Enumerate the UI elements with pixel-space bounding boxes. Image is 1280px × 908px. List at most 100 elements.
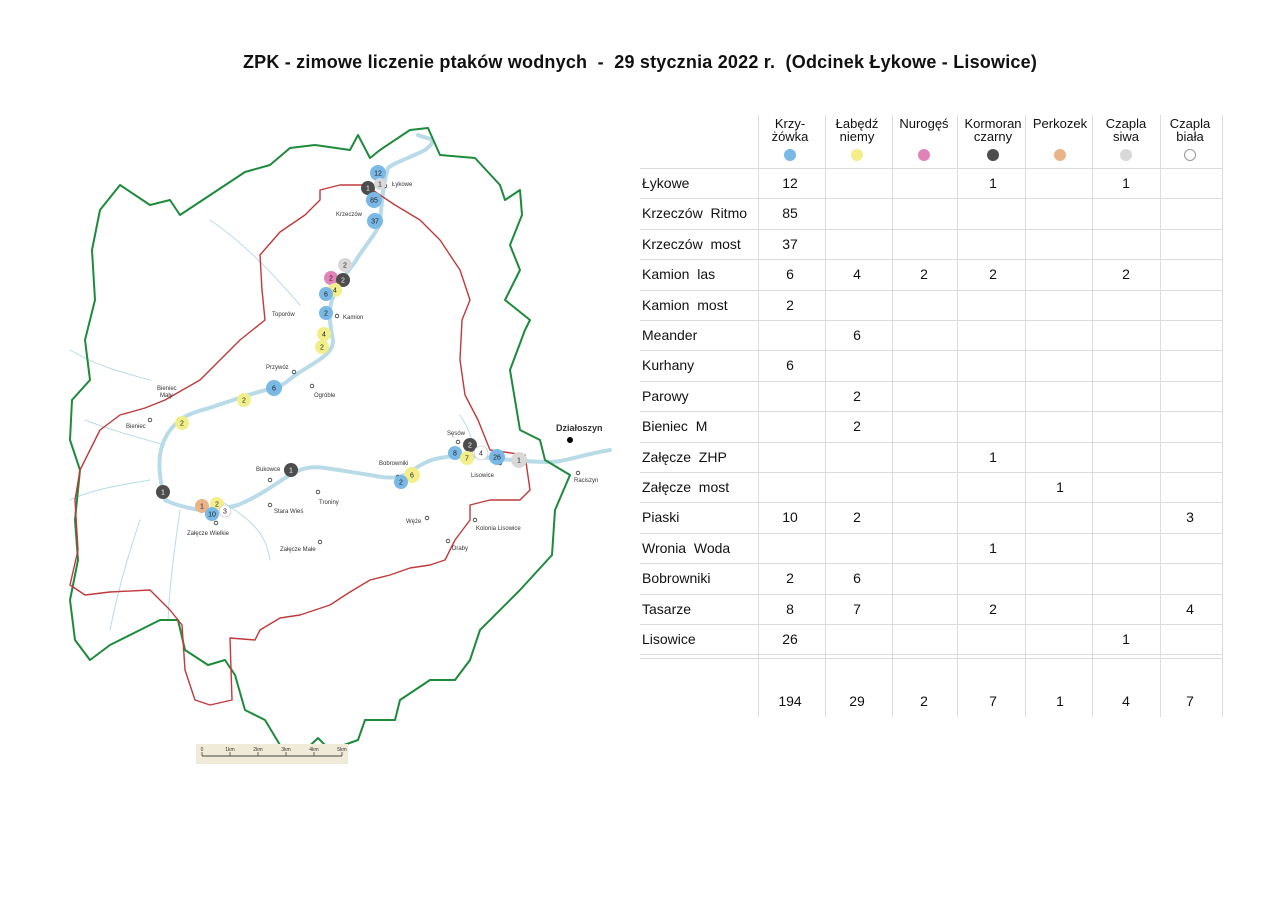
marker-perkozek: 1: [195, 499, 209, 513]
table-row-divider: [640, 228, 1222, 230]
marker-labedz: 2: [315, 340, 329, 354]
svg-text:Mały: Mały: [160, 393, 173, 399]
svg-text:Toporów: Toporów: [272, 312, 295, 318]
table-cell: 2: [920, 266, 928, 283]
svg-text:1: 1: [378, 182, 382, 189]
table-column-divider: [1092, 115, 1093, 717]
table-cell: 3: [1186, 509, 1194, 526]
place-9: Troniny: [315, 489, 339, 506]
place-1: Krzeczów: [336, 212, 363, 218]
svg-text:6: 6: [410, 473, 414, 480]
table-cell: 6: [853, 327, 861, 343]
svg-text:7: 7: [465, 456, 469, 463]
marker-labedz: 7: [460, 451, 474, 465]
table-cell: 1: [1122, 631, 1130, 647]
marker-krzyzowka: 26: [489, 449, 505, 465]
svg-text:Łykowe: Łykowe: [392, 182, 413, 188]
table-row-divider: [640, 654, 1222, 656]
svg-text:Przywóz: Przywóz: [266, 365, 289, 371]
table-cell: 2: [853, 418, 861, 435]
table-row-divider: [640, 380, 1222, 382]
table-column-divider: [758, 115, 759, 717]
table-row-label: Kamion las: [642, 266, 716, 283]
table-cell: 1: [989, 175, 997, 191]
boundary-outer: [69, 127, 571, 756]
marker-kormoran: 1: [156, 485, 170, 499]
river-warta: [157, 133, 612, 513]
svg-text:2: 2: [343, 263, 347, 270]
species-name-line1: Krzy-: [774, 116, 806, 131]
marker-labedz: 2: [237, 393, 251, 407]
svg-text:37: 37: [371, 219, 379, 226]
marker-krzyzowka: 2: [319, 306, 333, 320]
table-cell: 1: [1056, 479, 1064, 495]
table-cell: 2: [989, 266, 997, 283]
place-16: Kolonia Lisowice: [472, 517, 521, 532]
river-tributary: [109, 519, 141, 631]
map[interactable]: Łykowe Krzeczów Toporów Kamion Przywóz Ogróbl…: [0, 0, 640, 800]
species-name-line2: żówka: [771, 129, 809, 144]
table-row-label: Piaski: [642, 509, 680, 526]
place-19: Działoszyn: [556, 423, 603, 443]
species-name-line2: siwa: [1112, 129, 1139, 144]
table-row-divider: [640, 624, 1222, 625]
svg-text:12: 12: [374, 171, 382, 178]
table-column-divider: [1222, 115, 1223, 717]
marker-krzyzowka: 85: [366, 192, 382, 208]
table-row-divider: [640, 289, 1222, 291]
scale-label: 5km: [337, 747, 346, 753]
svg-text:1: 1: [200, 504, 204, 511]
table-row-divider: [640, 532, 1222, 534]
svg-text:Węże: Węże: [406, 519, 422, 525]
svg-text:2: 2: [329, 276, 333, 283]
table-total: 7: [989, 693, 997, 709]
svg-text:2: 2: [399, 480, 403, 487]
svg-text:1: 1: [517, 458, 521, 465]
species-header: Perkozek: [1020, 117, 1100, 130]
table-cell: 26: [782, 631, 798, 647]
table-total: 1: [1056, 693, 1064, 709]
svg-text:Bieniec: Bieniec: [126, 424, 146, 430]
species-legend-dot: [1120, 149, 1132, 161]
river-tributary: [459, 414, 474, 456]
svg-text:2: 2: [468, 443, 472, 450]
scale-label: 4km: [309, 747, 318, 753]
species-name-line2: biała: [1176, 129, 1204, 144]
table-row-divider: [640, 198, 1222, 200]
species-legend-dot: [851, 149, 863, 161]
species-header: Kormoran czarny: [953, 117, 1033, 143]
place-7: Bieniec: [126, 424, 146, 430]
place-4: Przywóz: [266, 365, 297, 375]
table-cell: 2: [853, 387, 861, 404]
scale-label: 2km: [253, 747, 262, 753]
svg-text:2: 2: [242, 398, 246, 405]
table-cell: 2: [786, 296, 794, 313]
species-legend-dot: [918, 149, 930, 161]
table-cell: 37: [782, 235, 798, 252]
scale-label: 0: [201, 747, 204, 753]
table-row-divider: [640, 350, 1222, 352]
species-header: Krzy-żówka: [750, 117, 830, 143]
table-cell: 2: [1122, 266, 1130, 283]
place-10: Stara Wieś: [267, 502, 303, 515]
marker-labedz: 4: [317, 327, 331, 341]
svg-text:Załęcze Małe: Załęcze Małe: [280, 547, 316, 553]
species-header: Czapla biała: [1150, 117, 1230, 143]
svg-text:Bieniec: Bieniec: [157, 386, 177, 392]
species-name-line1: Kormoran: [964, 116, 1022, 131]
table-cell: 2: [989, 600, 997, 617]
table-cell: 7: [853, 600, 861, 617]
table-cell: 4: [853, 266, 861, 283]
place-2: Toporów: [272, 312, 295, 318]
svg-text:6: 6: [324, 292, 328, 299]
table-cell: 6: [786, 266, 794, 283]
svg-text:Bukowce: Bukowce: [256, 467, 281, 473]
svg-text:Krzeczów: Krzeczów: [336, 212, 363, 218]
marker-czapla_biala: 3: [218, 504, 232, 518]
svg-text:4: 4: [333, 288, 337, 295]
marker-labedz: 2: [175, 416, 189, 430]
place-8: Bukowce: [256, 467, 281, 483]
species-name-line2: niemy: [839, 129, 875, 144]
marker-kormoran: 1: [284, 463, 298, 477]
